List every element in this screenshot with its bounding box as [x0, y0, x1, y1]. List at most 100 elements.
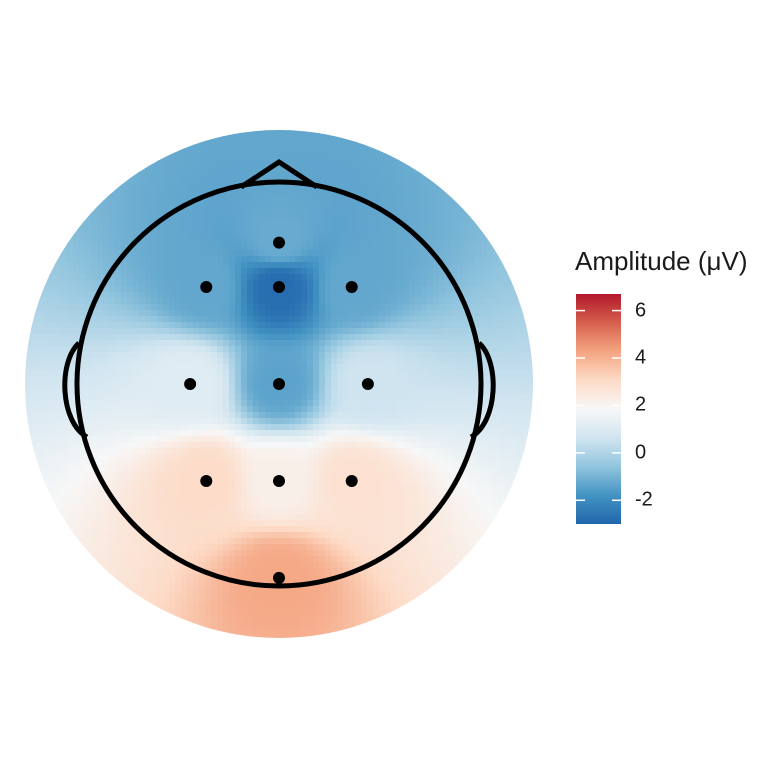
heatmap-cell	[283, 520, 290, 527]
heatmap-cell	[469, 502, 476, 509]
heatmap-cell	[37, 352, 44, 359]
heatmap-cell	[361, 268, 368, 275]
heatmap-cell	[487, 340, 494, 347]
heatmap-cell	[445, 346, 452, 353]
heatmap-cell	[361, 472, 368, 479]
heatmap-cell	[211, 472, 218, 479]
heatmap-cell	[433, 310, 440, 317]
heatmap-cell	[463, 220, 470, 227]
heatmap-cell	[445, 370, 452, 377]
heatmap-cell	[217, 274, 224, 281]
heatmap-cell	[175, 370, 182, 377]
heatmap-cell	[25, 448, 32, 455]
heatmap-cell	[283, 370, 290, 377]
heatmap-cell	[481, 292, 488, 299]
heatmap-cell	[295, 406, 302, 413]
heatmap-cell	[325, 244, 332, 251]
heatmap-cell	[265, 214, 272, 221]
heatmap-cell	[235, 442, 242, 449]
heatmap-cell	[127, 502, 134, 509]
heatmap-cell	[103, 382, 110, 389]
heatmap-cell	[259, 376, 266, 383]
heatmap-cell	[139, 274, 146, 281]
heatmap-cell	[145, 472, 152, 479]
heatmap-cell	[499, 310, 506, 317]
heatmap-cell	[391, 382, 398, 389]
heatmap-cell	[391, 358, 398, 365]
heatmap-cell	[43, 352, 50, 359]
heatmap-cell	[373, 466, 380, 473]
heatmap-cell	[451, 268, 458, 275]
heatmap-cell	[343, 436, 350, 443]
heatmap-cell	[337, 526, 344, 533]
heatmap-cell	[511, 310, 518, 317]
heatmap-cell	[187, 154, 194, 161]
heatmap-cell	[55, 418, 62, 425]
heatmap-cell	[463, 514, 470, 521]
heatmap-cell	[253, 286, 260, 293]
heatmap-cell	[133, 376, 140, 383]
heatmap-cell	[271, 280, 278, 287]
heatmap-cell	[187, 352, 194, 359]
heatmap-cell	[379, 460, 386, 467]
heatmap-cell	[181, 166, 188, 173]
heatmap-cell	[397, 454, 404, 461]
heatmap-cell	[391, 286, 398, 293]
heatmap-cell	[127, 526, 134, 533]
heatmap-cell	[169, 226, 176, 233]
heatmap-cell	[265, 220, 272, 227]
heatmap-cell	[37, 358, 44, 365]
heatmap-cell	[235, 424, 242, 431]
heatmap-cell	[151, 346, 158, 353]
heatmap-cell	[427, 520, 434, 527]
heatmap-cell	[481, 484, 488, 491]
heatmap-cell	[145, 328, 152, 335]
heatmap-cell	[457, 460, 464, 467]
heatmap-cell	[253, 400, 260, 407]
heatmap-cell	[403, 346, 410, 353]
heatmap-cell	[157, 370, 164, 377]
heatmap-cell	[205, 412, 212, 419]
heatmap-cell	[289, 130, 296, 137]
heatmap-cell	[361, 136, 368, 143]
heatmap-cell	[181, 520, 188, 527]
heatmap-cell	[193, 472, 200, 479]
heatmap-cell	[193, 244, 200, 251]
heatmap-cell	[199, 316, 206, 323]
heatmap-cell	[511, 454, 518, 461]
heatmap-cell	[151, 244, 158, 251]
heatmap-cell	[187, 358, 194, 365]
heatmap-cell	[277, 340, 284, 347]
heatmap-cell	[205, 256, 212, 263]
heatmap-cell	[523, 430, 530, 437]
heatmap-cell	[103, 346, 110, 353]
heatmap-cell	[97, 250, 104, 257]
heatmap-cell	[91, 436, 98, 443]
heatmap-cell	[421, 232, 428, 239]
heatmap-cell	[319, 292, 326, 299]
heatmap-cell	[367, 502, 374, 509]
heatmap-cell	[493, 340, 500, 347]
heatmap-cell	[433, 352, 440, 359]
heatmap-cell	[331, 364, 338, 371]
heatmap-cell	[109, 238, 116, 245]
heatmap-cell	[313, 250, 320, 257]
heatmap-cell	[121, 460, 128, 467]
heatmap-cell	[505, 376, 512, 383]
heatmap-cell	[439, 286, 446, 293]
heatmap-cell	[523, 382, 530, 389]
heatmap-cell	[397, 484, 404, 491]
heatmap-cell	[517, 328, 524, 335]
heatmap-cell	[493, 502, 500, 509]
heatmap-cell	[355, 310, 362, 317]
heatmap-cell	[271, 310, 278, 317]
heatmap-cell	[67, 496, 74, 503]
heatmap-cell	[55, 310, 62, 317]
heatmap-cell	[403, 160, 410, 167]
heatmap-cell	[145, 166, 152, 173]
heatmap-cell	[247, 184, 254, 191]
heatmap-cell	[349, 448, 356, 455]
heatmap-cell	[463, 352, 470, 359]
heatmap-cell	[319, 220, 326, 227]
heatmap-cell	[169, 502, 176, 509]
